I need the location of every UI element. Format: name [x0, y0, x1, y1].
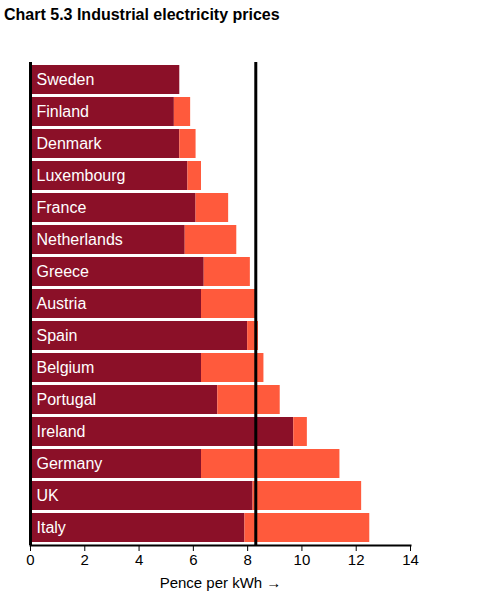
- svg-text:France: France: [37, 199, 87, 216]
- svg-text:2: 2: [81, 551, 89, 568]
- svg-text:0: 0: [26, 551, 34, 568]
- html-text:Chart 5.3 Industrial electrici: Chart 5.3 Industrial electricity prices: [4, 6, 280, 23]
- svg-text:12: 12: [348, 551, 365, 568]
- svg-text:Sweden: Sweden: [37, 71, 95, 88]
- svg-text:8: 8: [243, 551, 251, 568]
- svg-text:Denmark: Denmark: [37, 135, 103, 152]
- svg-text:14: 14: [402, 551, 419, 568]
- svg-text:Spain: Spain: [37, 327, 78, 344]
- svg-text:4: 4: [135, 551, 143, 568]
- svg-text:Ireland: Ireland: [37, 423, 86, 440]
- svg-text:UK: UK: [37, 487, 60, 504]
- svg-text:Belgium: Belgium: [37, 359, 95, 376]
- svg-text:Luxembourg: Luxembourg: [37, 167, 126, 184]
- svg-text:6: 6: [189, 551, 197, 568]
- svg-text:Pence per kWh →: Pence per kWh →: [160, 574, 282, 591]
- svg-text:Finland: Finland: [37, 103, 89, 120]
- svg-text:Portugal: Portugal: [37, 391, 97, 408]
- svg-text:Italy: Italy: [37, 519, 66, 536]
- svg-text:Greece: Greece: [37, 263, 90, 280]
- svg-text:Austria: Austria: [37, 295, 87, 312]
- svg-text:10: 10: [294, 551, 311, 568]
- svg-text:Germany: Germany: [37, 455, 103, 472]
- svg-text:Netherlands: Netherlands: [37, 231, 123, 248]
